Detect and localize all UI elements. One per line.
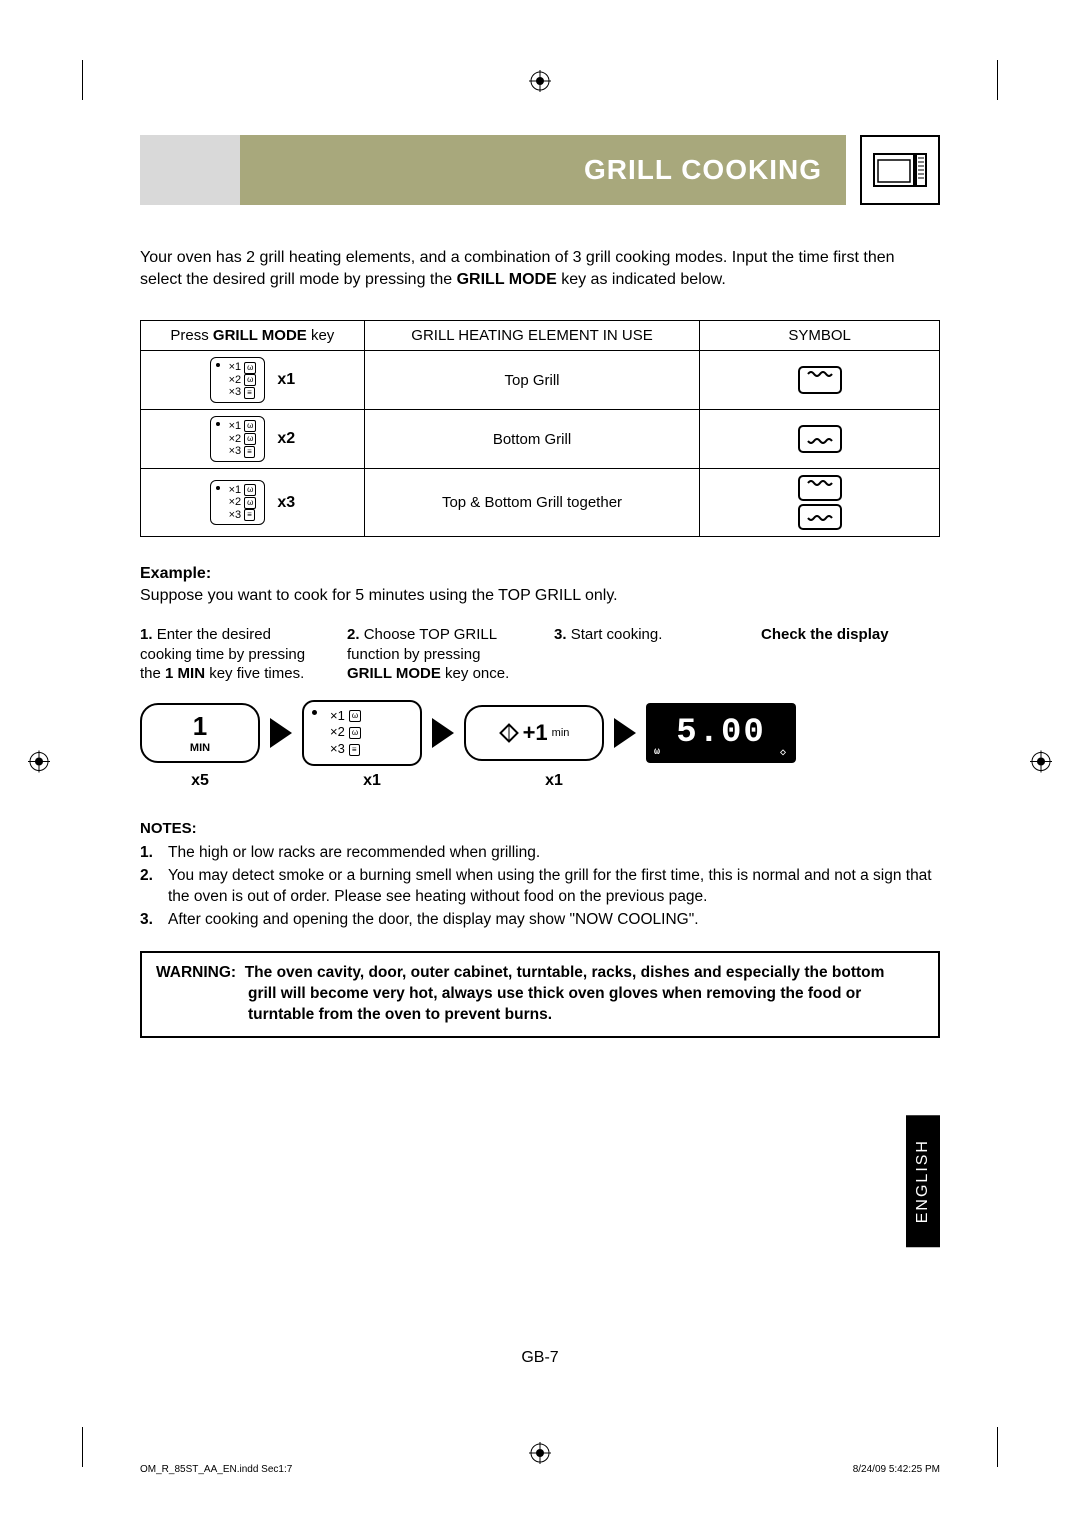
- step-2: 2. Choose TOP GRILL function by pressing…: [347, 625, 526, 684]
- grill-mode-panel: ×1ω ×2ω ×3≡: [210, 480, 266, 526]
- press-count: x1: [277, 371, 295, 389]
- arrow-icon: [432, 718, 454, 748]
- grill-mode-table: Press GRILL MODE key GRILL HEATING ELEME…: [140, 320, 940, 537]
- table-row: ×1ω ×2ω ×3≡ x1 Top Grill: [141, 351, 940, 410]
- step-1: 1. Enter the desired cooking time by pre…: [140, 625, 319, 684]
- table-row: ×1ω ×2ω ×3≡ x3 Top & Bottom Grill togeth…: [141, 469, 940, 537]
- symbol-cell: [700, 351, 940, 410]
- th-symbol: SYMBOL: [700, 321, 940, 351]
- registration-mark: [529, 1442, 551, 1469]
- arrow-icon: [270, 718, 292, 748]
- registration-mark: [28, 750, 50, 777]
- min-key-panel: 1 MIN: [140, 703, 260, 763]
- top-grill-icon: [798, 475, 842, 501]
- footer-filename: OM_R_85ST_AA_EN.indd Sec1:7: [140, 1464, 292, 1475]
- grill-mode-panel: ×1ω ×2ω ×3≡: [210, 416, 266, 462]
- crop-mark: [997, 60, 998, 100]
- list-item: 1.The high or low racks are recommended …: [140, 843, 940, 864]
- th-press: Press GRILL MODE key: [141, 321, 365, 351]
- display-panel: 5.00 ω ◇: [646, 703, 796, 763]
- arrow-icon: [614, 718, 636, 748]
- notes-heading: NOTES:: [140, 820, 940, 837]
- x-labels: x5 x1 x1: [140, 772, 940, 790]
- bottom-grill-icon: [798, 425, 842, 453]
- language-tab: ENGLISH: [906, 1115, 940, 1247]
- symbol-cell: [700, 410, 940, 469]
- steps-row: 1. Enter the desired cooking time by pre…: [140, 625, 940, 684]
- press-count: x2: [277, 430, 295, 448]
- title-accent: [140, 135, 240, 205]
- oven-icon: [860, 135, 940, 205]
- example-icons-row: 1 MIN ×1 ω ×2 ω ×3 ≡ +1min 5.00 ω ◇: [140, 700, 940, 767]
- title-bar: GRILL COOKING: [140, 135, 940, 205]
- page-number: GB-7: [521, 1349, 558, 1367]
- intro-text: Your oven has 2 grill heating elements, …: [140, 247, 940, 290]
- element-name: Bottom Grill: [364, 410, 700, 469]
- crop-mark: [82, 1427, 83, 1467]
- crop-mark: [82, 60, 83, 100]
- press-count: x3: [277, 494, 295, 512]
- step-3: 3. Start cooking.: [554, 625, 733, 684]
- registration-mark: [529, 70, 551, 97]
- bottom-grill-icon: [798, 504, 842, 530]
- page-title: GRILL COOKING: [240, 135, 846, 205]
- table-row: ×1ω ×2ω ×3≡ x2 Bottom Grill: [141, 410, 940, 469]
- registration-mark: [1030, 750, 1052, 777]
- display-grill-icon: ω: [654, 747, 662, 759]
- grill-mode-panel-big: ×1 ω ×2 ω ×3 ≡: [302, 700, 422, 767]
- element-name: Top & Bottom Grill together: [364, 469, 700, 537]
- element-name: Top Grill: [364, 351, 700, 410]
- symbol-cell: [700, 469, 940, 537]
- crop-mark: [997, 1427, 998, 1467]
- list-item: 2.You may detect smoke or a burning smel…: [140, 866, 940, 908]
- example-text: Suppose you want to cook for 5 minutes u…: [140, 587, 940, 605]
- grill-mode-panel: ×1ω ×2ω ×3≡: [210, 357, 266, 403]
- display-diamond-icon: ◇: [780, 747, 788, 759]
- diamond-icon: [499, 723, 519, 743]
- notes-list: 1.The high or low racks are recommended …: [140, 843, 940, 931]
- list-item: 3.After cooking and opening the door, th…: [140, 910, 940, 931]
- start-panel: +1min: [464, 705, 604, 761]
- th-element: GRILL HEATING ELEMENT IN USE: [364, 321, 700, 351]
- warning-box: WARNING: The oven cavity, door, outer ca…: [140, 951, 940, 1038]
- footer-timestamp: 8/24/09 5:42:25 PM: [853, 1464, 940, 1475]
- step-check-display: Check the display: [761, 625, 940, 684]
- example-heading: Example:: [140, 565, 940, 583]
- top-grill-icon: [798, 366, 842, 394]
